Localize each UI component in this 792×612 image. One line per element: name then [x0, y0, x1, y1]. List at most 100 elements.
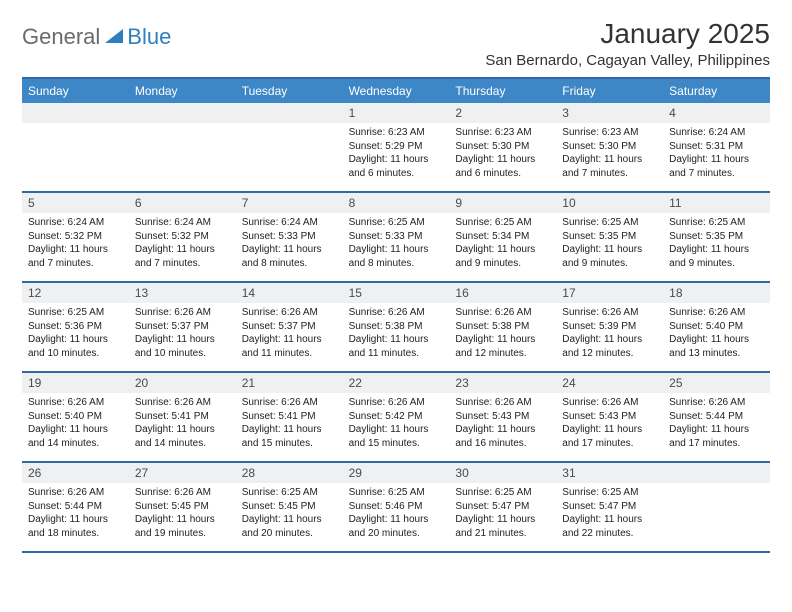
day-number: 26 — [22, 463, 129, 483]
daylight-text: Daylight: 11 hours and 15 minutes. — [242, 423, 337, 450]
sunrise-text: Sunrise: 6:26 AM — [242, 306, 337, 320]
day-details: Sunrise: 6:26 AMSunset: 5:41 PMDaylight:… — [236, 393, 343, 454]
day-cell: 22Sunrise: 6:26 AMSunset: 5:42 PMDayligh… — [343, 373, 450, 461]
day-details: Sunrise: 6:26 AMSunset: 5:37 PMDaylight:… — [129, 303, 236, 364]
daylight-text: Daylight: 11 hours and 8 minutes. — [349, 243, 444, 270]
daylight-text: Daylight: 11 hours and 6 minutes. — [349, 153, 444, 180]
daylight-text: Daylight: 11 hours and 13 minutes. — [669, 333, 764, 360]
day-cell: 5Sunrise: 6:24 AMSunset: 5:32 PMDaylight… — [22, 193, 129, 281]
day-cell: 13Sunrise: 6:26 AMSunset: 5:37 PMDayligh… — [129, 283, 236, 371]
day-of-week-cell: Wednesday — [343, 79, 450, 103]
sunset-text: Sunset: 5:43 PM — [562, 410, 657, 424]
sunset-text: Sunset: 5:37 PM — [135, 320, 230, 334]
daylight-text: Daylight: 11 hours and 6 minutes. — [455, 153, 550, 180]
day-details: Sunrise: 6:25 AMSunset: 5:35 PMDaylight:… — [663, 213, 770, 274]
sunset-text: Sunset: 5:32 PM — [28, 230, 123, 244]
day-details: Sunrise: 6:23 AMSunset: 5:30 PMDaylight:… — [449, 123, 556, 184]
day-cell — [129, 103, 236, 191]
sunrise-text: Sunrise: 6:24 AM — [669, 126, 764, 140]
day-cell: 12Sunrise: 6:25 AMSunset: 5:36 PMDayligh… — [22, 283, 129, 371]
day-details: Sunrise: 6:24 AMSunset: 5:32 PMDaylight:… — [22, 213, 129, 274]
day-number: 10 — [556, 193, 663, 213]
sunrise-text: Sunrise: 6:25 AM — [669, 216, 764, 230]
daylight-text: Daylight: 11 hours and 20 minutes. — [349, 513, 444, 540]
daylight-text: Daylight: 11 hours and 15 minutes. — [349, 423, 444, 450]
day-cell: 10Sunrise: 6:25 AMSunset: 5:35 PMDayligh… — [556, 193, 663, 281]
header: General Blue January 2025 San Bernardo, … — [22, 18, 770, 69]
daylight-text: Daylight: 11 hours and 8 minutes. — [242, 243, 337, 270]
day-number: 12 — [22, 283, 129, 303]
brand-logo: General Blue — [22, 18, 171, 50]
sunset-text: Sunset: 5:39 PM — [562, 320, 657, 334]
day-cell: 18Sunrise: 6:26 AMSunset: 5:40 PMDayligh… — [663, 283, 770, 371]
sunrise-text: Sunrise: 6:24 AM — [135, 216, 230, 230]
day-cell: 28Sunrise: 6:25 AMSunset: 5:45 PMDayligh… — [236, 463, 343, 551]
day-cell: 23Sunrise: 6:26 AMSunset: 5:43 PMDayligh… — [449, 373, 556, 461]
sunset-text: Sunset: 5:36 PM — [28, 320, 123, 334]
day-cell — [22, 103, 129, 191]
day-details: Sunrise: 6:25 AMSunset: 5:33 PMDaylight:… — [343, 213, 450, 274]
day-cell: 3Sunrise: 6:23 AMSunset: 5:30 PMDaylight… — [556, 103, 663, 191]
day-cell: 16Sunrise: 6:26 AMSunset: 5:38 PMDayligh… — [449, 283, 556, 371]
day-number: 25 — [663, 373, 770, 393]
day-number: 21 — [236, 373, 343, 393]
daylight-text: Daylight: 11 hours and 19 minutes. — [135, 513, 230, 540]
week-row: 5Sunrise: 6:24 AMSunset: 5:32 PMDaylight… — [22, 193, 770, 283]
daylight-text: Daylight: 11 hours and 9 minutes. — [669, 243, 764, 270]
day-number: 4 — [663, 103, 770, 123]
day-details: Sunrise: 6:25 AMSunset: 5:46 PMDaylight:… — [343, 483, 450, 544]
day-cell: 27Sunrise: 6:26 AMSunset: 5:45 PMDayligh… — [129, 463, 236, 551]
sunset-text: Sunset: 5:33 PM — [349, 230, 444, 244]
day-number: 31 — [556, 463, 663, 483]
sunrise-text: Sunrise: 6:26 AM — [349, 306, 444, 320]
day-cell: 6Sunrise: 6:24 AMSunset: 5:32 PMDaylight… — [129, 193, 236, 281]
day-number: 1 — [343, 103, 450, 123]
day-of-week-cell: Thursday — [449, 79, 556, 103]
day-details: Sunrise: 6:23 AMSunset: 5:29 PMDaylight:… — [343, 123, 450, 184]
day-of-week-cell: Sunday — [22, 79, 129, 103]
day-cell: 4Sunrise: 6:24 AMSunset: 5:31 PMDaylight… — [663, 103, 770, 191]
day-number: 27 — [129, 463, 236, 483]
month-title: January 2025 — [485, 18, 770, 50]
sunrise-text: Sunrise: 6:26 AM — [562, 306, 657, 320]
sunset-text: Sunset: 5:34 PM — [455, 230, 550, 244]
daylight-text: Daylight: 11 hours and 11 minutes. — [242, 333, 337, 360]
day-cell: 1Sunrise: 6:23 AMSunset: 5:29 PMDaylight… — [343, 103, 450, 191]
day-details: Sunrise: 6:25 AMSunset: 5:36 PMDaylight:… — [22, 303, 129, 364]
sunrise-text: Sunrise: 6:26 AM — [455, 306, 550, 320]
day-cell: 2Sunrise: 6:23 AMSunset: 5:30 PMDaylight… — [449, 103, 556, 191]
day-of-week-cell: Friday — [556, 79, 663, 103]
daylight-text: Daylight: 11 hours and 9 minutes. — [562, 243, 657, 270]
sunrise-text: Sunrise: 6:26 AM — [455, 396, 550, 410]
day-number: 28 — [236, 463, 343, 483]
day-number: 22 — [343, 373, 450, 393]
day-details: Sunrise: 6:25 AMSunset: 5:47 PMDaylight:… — [556, 483, 663, 544]
sunset-text: Sunset: 5:32 PM — [135, 230, 230, 244]
sunrise-text: Sunrise: 6:23 AM — [455, 126, 550, 140]
weeks-container: 1Sunrise: 6:23 AMSunset: 5:29 PMDaylight… — [22, 103, 770, 553]
sunrise-text: Sunrise: 6:26 AM — [28, 486, 123, 500]
sunrise-text: Sunrise: 6:25 AM — [242, 486, 337, 500]
day-number: 23 — [449, 373, 556, 393]
sunset-text: Sunset: 5:42 PM — [349, 410, 444, 424]
sunrise-text: Sunrise: 6:26 AM — [242, 396, 337, 410]
day-cell: 21Sunrise: 6:26 AMSunset: 5:41 PMDayligh… — [236, 373, 343, 461]
day-number: 17 — [556, 283, 663, 303]
day-number: 2 — [449, 103, 556, 123]
sunset-text: Sunset: 5:44 PM — [28, 500, 123, 514]
day-cell: 15Sunrise: 6:26 AMSunset: 5:38 PMDayligh… — [343, 283, 450, 371]
daylight-text: Daylight: 11 hours and 14 minutes. — [28, 423, 123, 450]
daylight-text: Daylight: 11 hours and 12 minutes. — [455, 333, 550, 360]
day-number: 14 — [236, 283, 343, 303]
brand-part1: General — [22, 24, 100, 50]
week-row: 19Sunrise: 6:26 AMSunset: 5:40 PMDayligh… — [22, 373, 770, 463]
day-details: Sunrise: 6:23 AMSunset: 5:30 PMDaylight:… — [556, 123, 663, 184]
day-cell: 29Sunrise: 6:25 AMSunset: 5:46 PMDayligh… — [343, 463, 450, 551]
sunrise-text: Sunrise: 6:25 AM — [562, 216, 657, 230]
daylight-text: Daylight: 11 hours and 20 minutes. — [242, 513, 337, 540]
day-details: Sunrise: 6:26 AMSunset: 5:41 PMDaylight:… — [129, 393, 236, 454]
title-block: January 2025 San Bernardo, Cagayan Valle… — [485, 18, 770, 69]
sunrise-text: Sunrise: 6:25 AM — [349, 486, 444, 500]
day-details: Sunrise: 6:24 AMSunset: 5:32 PMDaylight:… — [129, 213, 236, 274]
daylight-text: Daylight: 11 hours and 18 minutes. — [28, 513, 123, 540]
